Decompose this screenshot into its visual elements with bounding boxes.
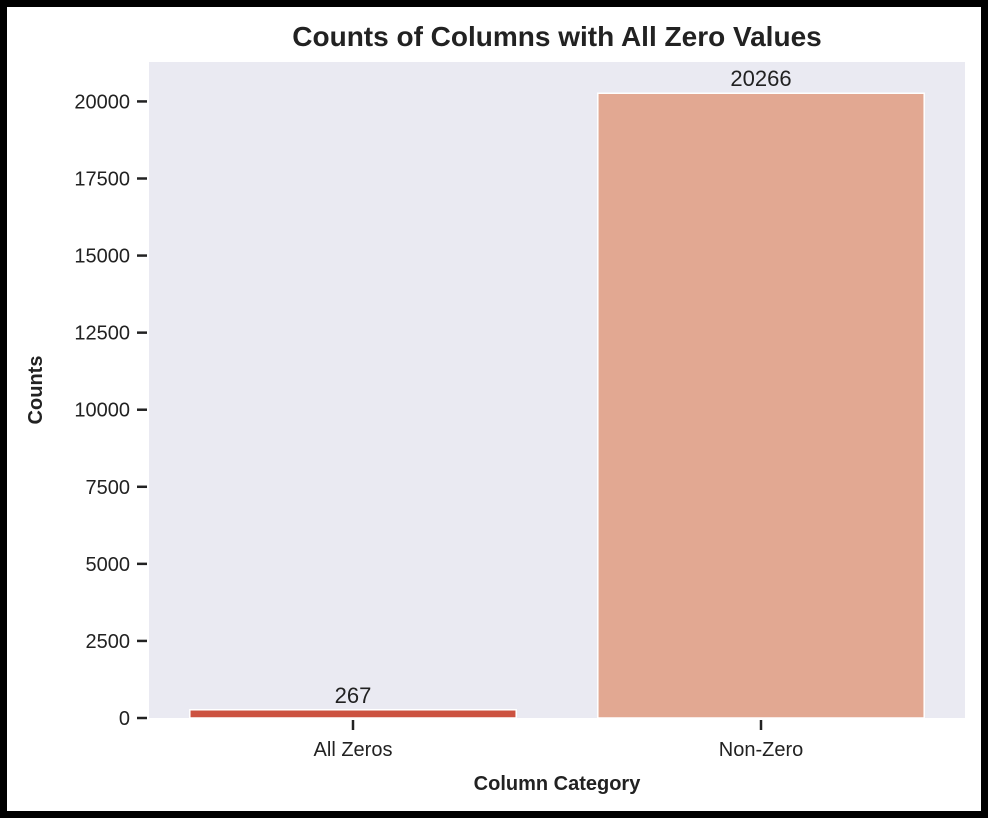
y-tick-label: 2500 (86, 631, 131, 653)
y-tick-label: 17500 (74, 169, 130, 191)
y-tick-label: 20000 (74, 91, 130, 113)
data-labels: 267 20266 (335, 66, 792, 708)
x-tick-label: Non-Zero (719, 739, 803, 761)
bar (189, 709, 517, 719)
data-label: 20266 (730, 66, 791, 91)
y-tick-label: 7500 (86, 477, 131, 499)
chart-frame: 0 2500 5000 7500 10000 12500 15000 17500 20000 A… (7, 7, 981, 811)
y-tick-label: 15000 (74, 246, 130, 268)
y-tick-label: 0 (119, 708, 130, 730)
y-axis-label: Counts (25, 356, 47, 425)
x-axis: All Zeros Non-Zero (314, 720, 803, 761)
bar-chart: 0 2500 5000 7500 10000 12500 15000 17500 20000 A… (25, 21, 965, 795)
y-tick-label: 10000 (74, 400, 130, 422)
data-label: 267 (335, 683, 372, 708)
y-axis: 0 2500 5000 7500 10000 12500 15000 17500 20000 (74, 91, 147, 730)
y-tick-label: 12500 (74, 323, 130, 345)
bar (597, 92, 925, 719)
y-tick-label: 5000 (86, 554, 131, 576)
x-tick-label: All Zeros (314, 739, 393, 761)
x-axis-label: Column Category (474, 773, 642, 795)
chart-title: Counts of Columns with All Zero Values (292, 21, 821, 52)
bars-group (189, 92, 925, 719)
